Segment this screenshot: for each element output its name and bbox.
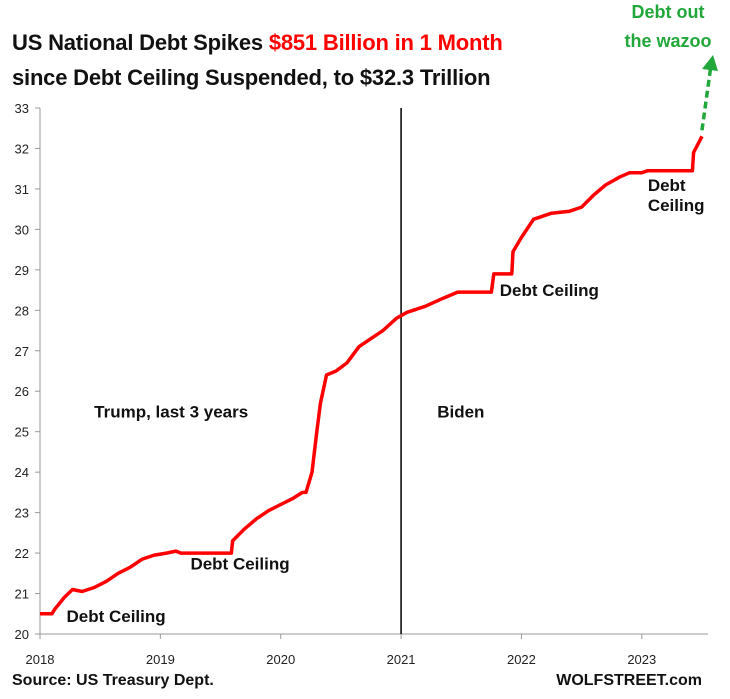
chart-annotation: Biden [437,403,484,422]
debt-series-line [40,135,704,616]
y-tick-label: 26 [15,384,29,399]
title-highlight: $851 Billion in 1 Month [268,30,503,55]
chart-annotation: Debt Ceiling [190,554,289,573]
y-tick-label: 22 [15,546,29,561]
y-tick-label: 29 [15,263,29,278]
callout-arrow-line [700,64,713,131]
chart-marks [40,55,718,634]
x-tick-label: 2019 [146,652,175,667]
x-tick-label: 2023 [627,652,656,667]
y-tick-label: 25 [15,425,29,440]
x-tick-label: 2021 [387,652,416,667]
chart-title-line1: US National Debt Spikes $851 Billion in … [12,30,503,56]
y-tick-label: 23 [15,506,29,521]
chart-title-line2: since Debt Ceiling Suspended, to $32.3 T… [12,65,491,90]
title-prefix: US National Debt Spikes [12,30,269,55]
y-tick-label: 31 [15,182,29,197]
y-tick-label: 21 [15,587,29,602]
source-note: Source: US Treasury Dept. [12,672,214,689]
y-tick-label: 30 [15,222,29,237]
chart-annotation: Debt [648,176,686,195]
brand-label: WOLFSTREET.com [556,672,702,689]
y-tick-label: 24 [15,465,29,480]
callout-arrow-head [702,55,718,71]
callout-label: Debt out [632,2,705,22]
x-tick-label: 2020 [266,652,295,667]
x-tick-label: 2018 [26,652,55,667]
y-tick-label: 27 [15,344,29,359]
chart-annotation: Debt Ceiling [66,607,165,626]
chart-annotations: Debt Ceiling Debt Ceiling Debt Ceiling Debt… [66,2,711,626]
y-tick-label: 32 [15,141,29,156]
x-tick-label: 2022 [507,652,536,667]
y-tick-label: 28 [15,303,29,318]
y-tick-label: 20 [15,627,29,642]
chart-annotation: Trump, last 3 years [94,403,248,422]
y-tick-label: 33 [15,101,29,116]
chart-annotation: Debt Ceiling [500,281,599,300]
chart-annotation: Ceiling [648,196,705,215]
callout-label: the wazoo [624,31,711,51]
